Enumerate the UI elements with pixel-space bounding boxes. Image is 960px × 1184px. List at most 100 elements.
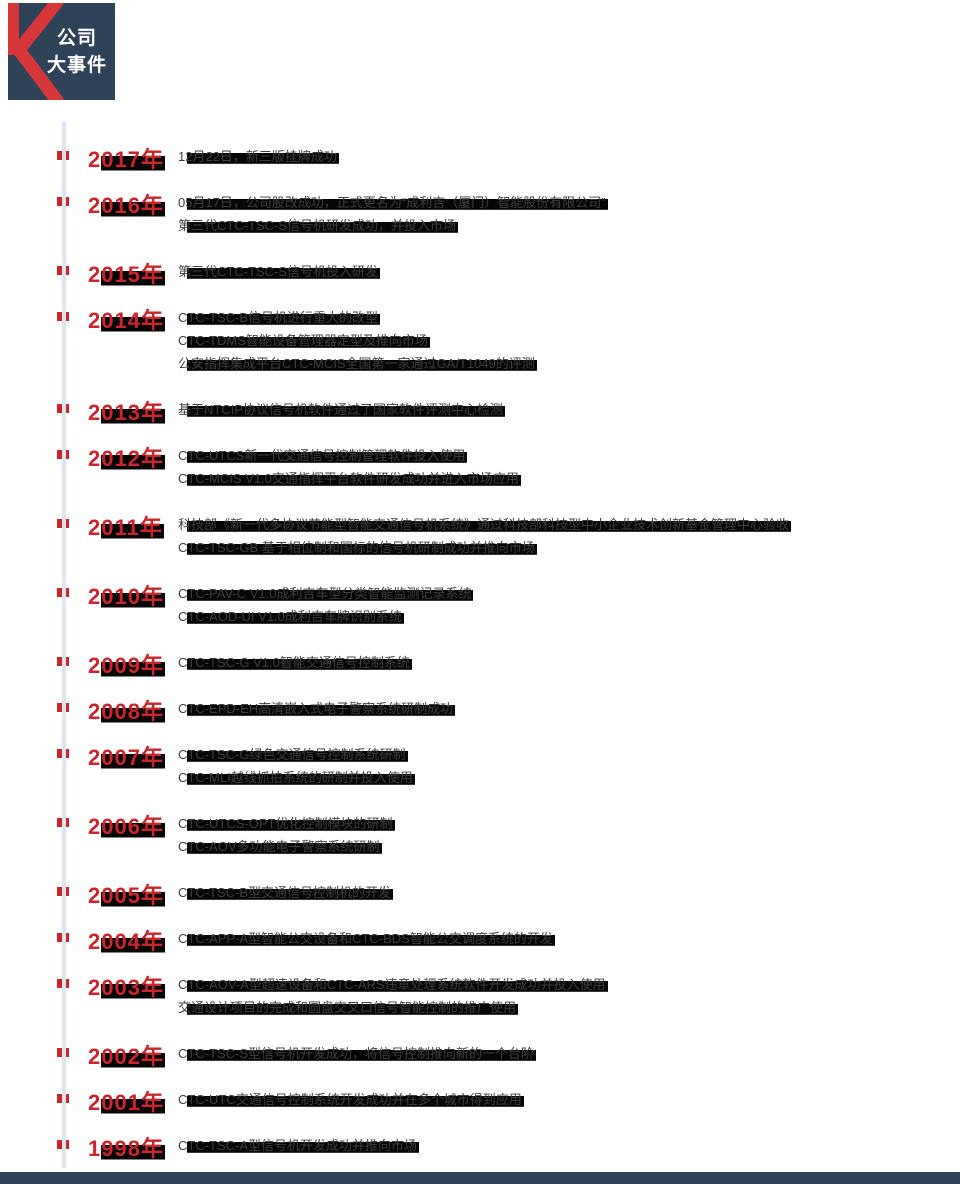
year-label-text: 2011年: [88, 515, 164, 540]
badge-title-line2: 大事件: [46, 55, 107, 76]
year-label-text: 2014年: [88, 308, 165, 333]
year-label-text: 2004年: [88, 929, 165, 954]
year-label: 2013年: [88, 395, 165, 427]
event-text: CTC-UTCS新一代交通信号控制管理软件投入使用: [178, 448, 468, 463]
event-list: 基于NTCIP协议信号机软件通过了国家软件评测中心检测: [178, 398, 960, 421]
year-label-text: 2008年: [88, 699, 165, 724]
event-list: 12月22日，新三版挂牌成功: [178, 145, 960, 168]
event-text: 第三代CTC-TSC-S信号机研发成功，并投入市场: [178, 218, 459, 233]
event-text: CTC-TSC-A型信号机开发成功并推向市场: [178, 1138, 420, 1153]
event-list: CTC-PAV-C V1.0成利吉车型分类智能监测记录系统 CTC-AOD-UI …: [178, 582, 960, 628]
event-line: CTC-AOV-A型超速设备和CTC-ARS违章处理系统软件开发成功并投入使用: [178, 973, 960, 996]
event-line: CTC-UTCS-OPT优化控制模块的研制: [178, 812, 960, 835]
event-text: CTC-APP-A型智能公交设备和CTC-BDS智能公交调度系统的开发: [178, 931, 555, 946]
event-text: 05月17日，公司股改成功，正式更名为“成利吉（厦门）智能股份有限公司”: [178, 195, 608, 210]
year-label-text: 2012年: [88, 446, 165, 471]
timeline-entry: 2008年 CTC-EPD-EH高清嵌入式电子警察系统研制成功: [0, 697, 960, 724]
event-line: CTC-TSC-B型交通信号控制机的开发: [178, 881, 960, 904]
event-text: 交通设计项目的完成和圆盘交叉口信号智能控制的推广使用: [178, 1000, 519, 1015]
year-label: 2001年: [88, 1085, 165, 1117]
event-list: 科技部《新一代多协议节能型智能交通信号机系统》通过科技部科技型中小企业技术创新基…: [178, 513, 960, 559]
year-label-text: 2010年: [88, 584, 165, 609]
timeline-vertical-line: [62, 122, 66, 1168]
event-text: CTC-EPD-EH高清嵌入式电子警察系统研制成功: [178, 701, 456, 716]
event-line: CTC-APP-A型智能公交设备和CTC-BDS智能公交调度系统的开发: [178, 927, 960, 950]
event-line: 科技部《新一代多协议节能型智能交通信号机系统》通过科技部科技型中小企业技术创新基…: [178, 513, 960, 536]
event-text: CTC-UTC交通信号控制系统开发成功并在多个城市得到应用: [178, 1092, 524, 1107]
event-line: CTC-UTC交通信号控制系统开发成功并在多个城市得到应用: [178, 1088, 960, 1111]
year-label-text: 2005年: [88, 883, 165, 908]
event-line: 05月17日，公司股改成功，正式更名为“成利吉（厦门）智能股份有限公司”: [178, 191, 960, 214]
timeline-entry: 2003年 CTC-AOV-A型超速设备和CTC-ARS违章处理系统软件开发成功并…: [0, 973, 960, 1019]
event-line: 12月22日，新三版挂牌成功: [178, 145, 960, 168]
year-label-text: 2016年: [88, 193, 165, 218]
year-label-text: 2013年: [88, 400, 165, 425]
event-text: CTC-AOV多功能电子警察系统研制: [178, 839, 382, 854]
event-list: 05月17日，公司股改成功，正式更名为“成利吉（厦门）智能股份有限公司” 第三代C…: [178, 191, 960, 237]
year-label: 2002年: [88, 1039, 165, 1071]
year-label: 2010年: [88, 579, 165, 611]
event-list: CTC-AOV-A型超速设备和CTC-ARS违章处理系统软件开发成功并投入使用交…: [178, 973, 960, 1019]
timeline-entry: 1998年 CTC-TSC-A型信号机开发成功并推向市场: [0, 1134, 960, 1161]
year-label: 2009年: [88, 648, 165, 680]
timeline-entry: 2012年 CTC-UTCS新一代交通信号控制管理软件投入使用 CTC-MCIS V…: [0, 444, 960, 490]
timeline-entry: 2001年 CTC-UTC交通信号控制系统开发成功并在多个城市得到应用: [0, 1088, 960, 1115]
event-list: CTC-TSC-S型信号机开发成功，将信号控制推向新的一个台阶: [178, 1042, 960, 1065]
event-text: CTC-TSC-G V1.0智能交通信号控制系统: [178, 655, 412, 670]
year-label-text: 2003年: [88, 975, 165, 1000]
timeline-entry: 2002年 CTC-TSC-S型信号机开发成功，将信号控制推向新的一个台阶: [0, 1042, 960, 1069]
timeline-entry: 2007年 CTC-TSC-G绿色交通信号控制系统研制 CTC-MLI越线抓拍系统的…: [0, 743, 960, 789]
event-line: 第三代CTC-TSC-S信号机投入研发: [178, 260, 960, 283]
timeline-entry: 2005年 CTC-TSC-B型交通信号控制机的开发: [0, 881, 960, 908]
timeline-entry: 2010年 CTC-PAV-C V1.0成利吉车型分类智能监测记录系统 CTC-AO…: [0, 582, 960, 628]
timeline-entries: 2017年 12月22日，新三版挂牌成功 2016年 05月17日，公司股改成功，正式…: [0, 145, 960, 1180]
event-line: 公安指挥集成平台CTC-MCIS全国第一家通过GA/T1049的评测: [178, 352, 960, 375]
event-line: CTC-AOV多功能电子警察系统研制: [178, 835, 960, 858]
event-line: CTC-MLI越线抓拍系统的研制并投入使用: [178, 766, 960, 789]
event-text: CTC-TDMS智能设备管理器定型及推向市场: [178, 333, 430, 348]
event-text: CTC-TSC-S型信号机开发成功，将信号控制推向新的一个台阶: [178, 1046, 537, 1061]
timeline-entry: 2009年 CTC-TSC-G V1.0智能交通信号控制系统: [0, 651, 960, 678]
event-line: 基于NTCIP协议信号机软件通过了国家软件评测中心检测: [178, 398, 960, 421]
event-list: CTC-UTCS新一代交通信号控制管理软件投入使用 CTC-MCIS V1.0交通…: [178, 444, 960, 490]
year-label: 2006年: [88, 809, 165, 841]
year-label-text: 2017年: [88, 147, 165, 172]
year-label-text: 1998年: [88, 1136, 165, 1161]
event-list: CTC-TSC-B型交通信号控制机的开发: [178, 881, 960, 904]
event-line: CTC-AOD-UI V1.0成利吉车牌识别系统: [178, 605, 960, 628]
event-text: CTC-TSC-G绿色交通信号控制系统研制: [178, 747, 408, 762]
event-line: CTC-TSC-GB 基于相位制和国标的信号机研制成功并推向市场: [178, 536, 960, 559]
year-label-text: 2006年: [88, 814, 165, 839]
timeline-entry: 2015年 第三代CTC-TSC-S信号机投入研发: [0, 260, 960, 287]
event-text: CTC-TSC-GB 基于相位制和国标的信号机研制成功并推向市场: [178, 540, 537, 555]
timeline-entry: 2011年 科技部《新一代多协议节能型智能交通信号机系统》通过科技部科技型中小企业…: [0, 513, 960, 559]
event-line: CTC-TSC-S型信号机开发成功，将信号控制推向新的一个台阶: [178, 1042, 960, 1065]
timeline-entry: 2016年 05月17日，公司股改成功，正式更名为“成利吉（厦门）智能股份有限公司…: [0, 191, 960, 237]
event-text: CTC-MCIS V1.0交通指挥平台软件研发成功并进入市场应用: [178, 471, 521, 486]
event-text: CTC-PAV-C V1.0成利吉车型分类智能监测记录系统: [178, 586, 474, 601]
event-line: CTC-TSC-G绿色交通信号控制系统研制: [178, 743, 960, 766]
event-list: CTC-TSC-B信号机进行重大的改型 CTC-TDMS智能设备管理器定型及推向市…: [178, 306, 960, 375]
event-line: 交通设计项目的完成和圆盘交叉口信号智能控制的推广使用: [178, 996, 960, 1019]
year-label-text: 2015年: [88, 262, 165, 287]
event-line: CTC-EPD-EH高清嵌入式电子警察系统研制成功: [178, 697, 960, 720]
timeline-entry: 2013年 基于NTCIP协议信号机软件通过了国家软件评测中心检测: [0, 398, 960, 425]
event-list: CTC-TSC-A型信号机开发成功并推向市场: [178, 1134, 960, 1157]
year-label: 2007年: [88, 740, 165, 772]
year-label: 2005年: [88, 878, 165, 910]
event-text: 第三代CTC-TSC-S信号机投入研发: [178, 264, 381, 279]
year-label-text: 2001年: [88, 1090, 165, 1115]
timeline-entry: 2004年 CTC-APP-A型智能公交设备和CTC-BDS智能公交调度系统的开发: [0, 927, 960, 954]
year-label: 2004年: [88, 924, 165, 956]
event-list: CTC-EPD-EH高清嵌入式电子警察系统研制成功: [178, 697, 960, 720]
badge-title-line1: 公司: [56, 28, 97, 49]
year-label: 2015年: [88, 257, 165, 289]
event-list: CTC-TSC-G V1.0智能交通信号控制系统: [178, 651, 960, 674]
event-list: CTC-APP-A型智能公交设备和CTC-BDS智能公交调度系统的开发: [178, 927, 960, 950]
event-text: CTC-AOD-UI V1.0成利吉车牌识别系统: [178, 609, 404, 624]
year-label-text: 2009年: [88, 653, 165, 678]
event-text: CTC-UTCS-OPT优化控制模块的研制: [178, 816, 395, 831]
event-list: CTC-UTCS-OPT优化控制模块的研制 CTC-AOV多功能电子警察系统研制: [178, 812, 960, 858]
company-logo-badge: 公司 大事件: [8, 3, 115, 100]
k-chevron-icon: [8, 3, 65, 100]
